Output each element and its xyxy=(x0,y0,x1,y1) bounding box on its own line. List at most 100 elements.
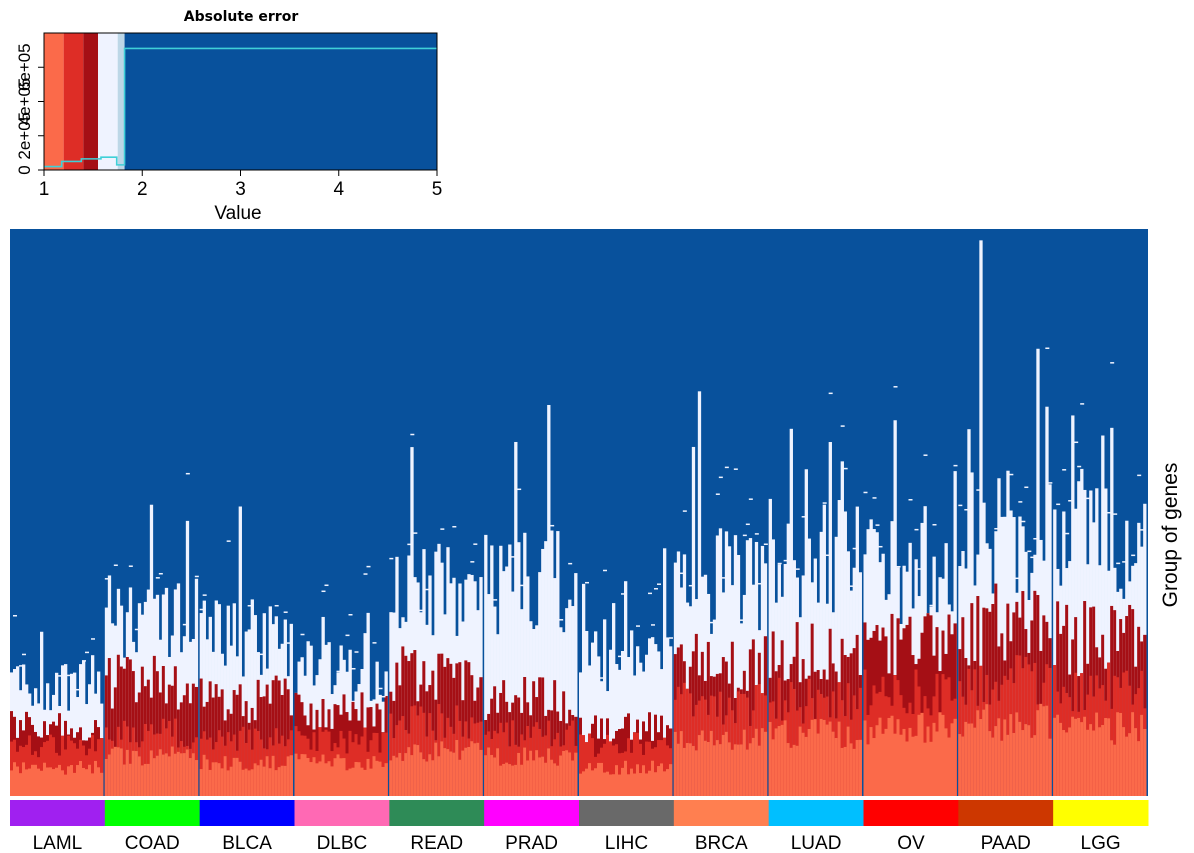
color-key-bin xyxy=(117,33,125,170)
sample-group-label: BRCA xyxy=(695,833,748,853)
heatmap-cell xyxy=(863,720,867,796)
heatmap-cell xyxy=(250,769,254,796)
heatmap-cell xyxy=(378,761,382,796)
heatmap-cell xyxy=(407,661,411,796)
heatmap-cell xyxy=(691,745,696,796)
heatmap-cell xyxy=(902,728,906,796)
heatmap-cell xyxy=(34,764,38,796)
heatmap-cell xyxy=(953,718,957,796)
heatmap-cell xyxy=(360,736,364,796)
sample-group-swatch xyxy=(294,800,390,826)
heatmap-cell xyxy=(517,752,521,796)
heatmap-cell xyxy=(366,758,370,796)
heatmap-cell xyxy=(745,540,750,796)
heatmap-cell xyxy=(609,774,613,796)
heatmap-speck xyxy=(366,565,371,568)
heatmap-speck xyxy=(733,468,738,470)
heatmap-cell xyxy=(16,666,20,796)
heatmap-speck xyxy=(801,516,806,518)
heatmap-cell xyxy=(1015,712,1019,796)
y-tick-label: 6e+05 xyxy=(15,43,34,91)
heatmap-cell xyxy=(40,770,44,796)
heatmap-cell xyxy=(967,429,971,796)
heatmap-cell xyxy=(1045,705,1049,796)
heatmap-cell xyxy=(944,728,948,796)
heatmap-cell xyxy=(905,624,909,796)
heatmap-cell xyxy=(1095,488,1099,796)
heatmap-cell xyxy=(630,630,634,796)
heatmap-speck xyxy=(550,524,555,527)
heatmap-cell xyxy=(1143,728,1147,796)
heatmap-cell xyxy=(256,765,260,796)
heatmap-cell xyxy=(401,760,405,796)
heatmap-cell xyxy=(754,541,759,796)
heatmap-speck xyxy=(372,642,377,644)
heatmap-cell xyxy=(244,768,248,796)
heatmap-cell xyxy=(437,704,441,796)
heatmap-cell xyxy=(202,754,206,796)
heatmap-cell xyxy=(43,762,47,796)
heatmap-cell xyxy=(277,680,281,796)
heatmap-cell xyxy=(878,717,882,796)
heatmap-cell xyxy=(621,650,625,796)
heatmap-cell xyxy=(19,773,23,796)
heatmap-cell xyxy=(979,240,983,797)
heatmap-cell xyxy=(858,739,862,796)
heatmap-cell xyxy=(37,768,41,796)
heatmap-cell xyxy=(718,691,723,796)
heatmap-cell xyxy=(58,764,62,796)
heatmap-cell xyxy=(532,760,536,796)
heatmap-cell xyxy=(58,713,62,796)
heatmap-cell xyxy=(487,747,491,796)
heatmap-cell xyxy=(556,765,560,796)
heatmap-cell xyxy=(67,735,71,796)
heatmap-cell xyxy=(529,621,533,796)
heatmap-cell xyxy=(905,741,909,796)
heatmap-cell xyxy=(706,741,711,796)
heatmap-speck xyxy=(19,665,23,667)
heatmap-cell xyxy=(214,684,218,796)
heatmap-cell xyxy=(612,745,616,796)
heatmap-cell xyxy=(1045,406,1049,796)
heatmap-cell xyxy=(10,741,14,796)
heatmap-cell xyxy=(893,733,897,796)
heatmap-speck xyxy=(440,528,445,530)
heatmap-cell xyxy=(100,738,104,796)
heatmap-speck xyxy=(1015,577,1020,580)
heatmap-cell xyxy=(268,768,272,796)
heatmap-speck xyxy=(994,527,999,530)
heatmap-cell xyxy=(449,751,453,796)
heatmap-cell xyxy=(1092,730,1096,796)
heatmap-cell xyxy=(1113,675,1117,796)
heatmap-cell xyxy=(541,548,545,796)
x-tick-label: 3 xyxy=(235,179,246,200)
heatmap-cell xyxy=(792,688,796,796)
heatmap-cell xyxy=(840,461,844,796)
heatmap-cell xyxy=(363,769,367,796)
heatmap-cell xyxy=(973,727,977,796)
heatmap-cell xyxy=(61,735,65,796)
heatmap-cell xyxy=(1000,740,1004,796)
heatmap-cell xyxy=(505,566,509,796)
heatmap-speck xyxy=(1024,486,1029,489)
heatmap-cell xyxy=(822,504,826,796)
heatmap-cell xyxy=(366,707,370,796)
heatmap-speck xyxy=(1107,511,1112,514)
heatmap-cell xyxy=(131,750,136,796)
heatmap-cell xyxy=(606,734,610,796)
heatmap-cell xyxy=(1036,595,1040,796)
heatmap-cell xyxy=(508,544,512,796)
heatmap-cell xyxy=(306,757,310,796)
heatmap-cell xyxy=(541,677,545,796)
heatmap-cell xyxy=(499,765,503,796)
heatmap-speck xyxy=(783,559,788,562)
heatmap-ylabel: Group of genes xyxy=(1159,463,1182,608)
y-tick-label: 4e+05 xyxy=(15,78,34,126)
heatmap-cell xyxy=(828,442,832,796)
heatmap-speck xyxy=(917,568,922,570)
heatmap-cell xyxy=(149,504,154,796)
heatmap-speck xyxy=(286,642,291,644)
heatmap-cell xyxy=(988,611,992,796)
heatmap-cell xyxy=(194,760,199,796)
heatmap-cell xyxy=(1113,744,1117,796)
